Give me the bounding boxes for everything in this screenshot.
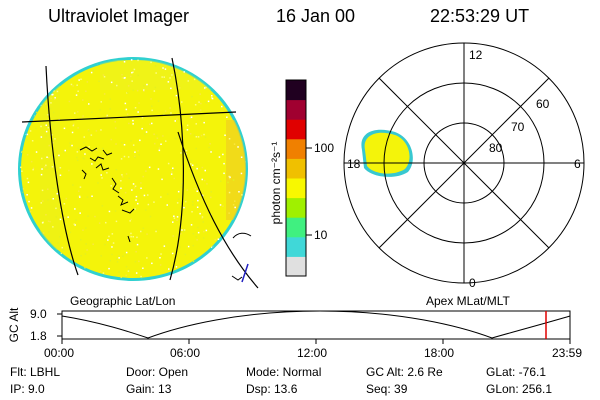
observation-date: 16 Jan 00 [276,6,356,26]
colorbar-segment [286,217,306,238]
mlt-label-12: 12 [469,48,483,62]
status-filter: Flt: LBHL [10,365,61,379]
colorbar-tick-100: 100 [314,141,335,155]
mlt-label-0: 0 [469,276,476,290]
mlt-label-18: 18 [347,157,361,171]
geo-track [241,263,249,283]
mlat-label-80: 80 [489,141,503,155]
colorbar-segment [286,99,306,120]
colorbar-segment [286,178,306,199]
timeline-xtick-3: 18:00 [424,346,455,360]
colorbar-tick-10: 10 [314,228,328,242]
timeline-xtick-0: 00:00 [44,346,75,360]
colorbar-segment [286,138,306,159]
colorbar-unit-label: photon cm⁻²s⁻¹ [269,141,283,225]
geo-panel-label: Geographic Lat/Lon [70,294,176,308]
geo-grid [21,57,259,289]
observation-time: 22:53:29 UT [430,6,530,26]
geo-coastlines [79,146,252,281]
status-door: Door: Open [126,365,189,379]
timeline-xtick-4: 23:59 [552,346,583,360]
timeline-axis-label: GC Alt [7,307,21,343]
mlat-label-70: 70 [511,120,525,134]
status-ip: IP: 9.0 [10,382,45,396]
instrument-title: Ultraviolet Imager [48,6,190,26]
timeline-xtick-1: 06:00 [170,346,201,360]
colorbar-segment [286,158,306,179]
mlat-label-60: 60 [536,97,550,111]
status-glat: GLat: -76.1 [486,365,547,379]
geographic-image [18,57,259,289]
timeline-ytick-bottom: 1.8 [30,329,47,343]
status-dsp: Dsp: 13.6 [246,382,298,396]
timeline-plot [57,310,571,344]
mlt-label-6: 6 [574,157,581,171]
status-glon: GLon: 256.1 [486,382,553,396]
timeline-ytick-top: 9.0 [30,307,47,321]
status-mode: Mode: Normal [246,365,322,379]
colorbar-segment [286,197,306,218]
colorbar-segment [286,256,306,277]
colorbar-segment [286,236,306,257]
polar-oval [361,129,413,177]
status-seq: Seq: 39 [366,382,408,396]
status-gc-alt: GC Alt: 2.6 Re [366,365,443,379]
polar-plot [343,42,585,284]
colorbar [285,79,312,277]
status-gain: Gain: 13 [126,382,172,396]
timeline-xtick-2: 12:00 [297,346,328,360]
polar-panel-label: Apex MLat/MLT [426,294,510,308]
colorbar-segment [286,80,306,101]
colorbar-segment [286,119,306,140]
